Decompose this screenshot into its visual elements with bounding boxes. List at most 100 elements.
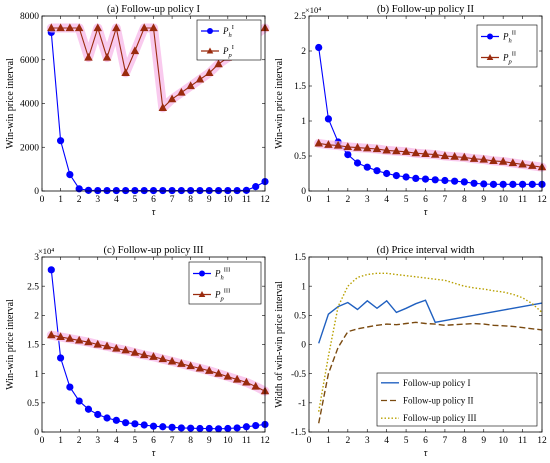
data-point	[103, 186, 111, 195]
data-point	[149, 422, 158, 430]
legend-label: PpI	[222, 44, 234, 59]
data-point	[196, 186, 204, 195]
data-point	[252, 183, 260, 191]
chart-title: (b) Follow-up policy II	[377, 4, 475, 15]
data-point	[159, 423, 167, 431]
x-tick-label: 9	[481, 436, 486, 446]
data-point	[224, 186, 232, 195]
data-point	[233, 424, 241, 432]
data-point	[196, 424, 204, 433]
legend-marker	[198, 291, 206, 297]
x-tick-label: 1	[326, 436, 331, 446]
data-point	[93, 339, 102, 348]
data-point	[214, 186, 223, 195]
y-tick-label: 2	[34, 312, 39, 322]
series-line-1	[318, 299, 543, 344]
x-tick-label: 0	[307, 195, 312, 205]
y-tick-label: 1.5	[27, 341, 39, 351]
x-tick-label: 9	[481, 195, 486, 205]
data-point	[498, 156, 508, 165]
data-point	[479, 154, 488, 163]
x-tick-label: 1	[58, 195, 63, 205]
data-point	[159, 186, 167, 195]
x-tick-label: 12	[537, 195, 547, 205]
data-point	[112, 416, 120, 424]
series-line-2	[318, 321, 543, 424]
data-point	[177, 87, 186, 96]
x-tick-label: 10	[223, 436, 233, 446]
data-point	[509, 180, 517, 188]
data-point	[75, 185, 83, 193]
data-point	[232, 374, 242, 383]
data-point	[440, 151, 450, 160]
data-point	[140, 186, 148, 195]
chart-title: (d) Price interval width	[377, 245, 475, 256]
y-tick-label: 3	[34, 253, 39, 263]
data-point	[74, 335, 84, 344]
data-point	[324, 140, 333, 148]
data-point	[56, 23, 65, 32]
chart-panel-2: (b) Follow-up policy II Win-win price int…	[274, 4, 547, 218]
y-axis-exponent: ×10⁴	[305, 5, 321, 15]
x-tick-label: 1	[58, 436, 63, 446]
legend: PhI PpI	[196, 19, 262, 61]
data-point	[186, 81, 195, 90]
x-tick-label: 6	[423, 195, 428, 205]
data-point	[469, 154, 479, 162]
y-axis-exponent: ×10⁴	[38, 246, 54, 256]
data-point	[411, 148, 421, 157]
x-tick-label: 7	[443, 436, 448, 446]
data-point	[112, 186, 120, 195]
data-point	[363, 163, 371, 171]
data-point	[186, 361, 195, 370]
data-point	[177, 186, 185, 195]
data-point	[47, 23, 56, 32]
x-tick-label: 3	[365, 195, 370, 205]
legend-label: Follow-up policy I	[403, 378, 471, 388]
data-point	[242, 186, 251, 194]
data-point	[149, 186, 158, 195]
y-tick-label: 2.5	[294, 12, 306, 22]
data-point	[205, 366, 214, 374]
data-point	[167, 356, 177, 365]
data-point	[177, 424, 185, 432]
y-tick-label: 0.5	[294, 312, 306, 322]
x-tick-label: 0	[40, 195, 45, 205]
x-axis-label: τ	[424, 207, 428, 218]
x-tick-label: 2	[77, 195, 82, 205]
x-tick-label: 0	[307, 436, 312, 446]
data-point	[167, 94, 177, 103]
data-point	[65, 23, 75, 32]
data-point	[84, 405, 93, 413]
plot-frame	[308, 256, 543, 433]
data-point	[177, 359, 186, 367]
data-point	[56, 354, 65, 362]
data-point	[470, 179, 478, 187]
data-point	[56, 332, 65, 341]
data-point	[112, 343, 121, 352]
x-tick-label: 8	[462, 436, 467, 446]
data-point	[139, 350, 149, 359]
data-point	[499, 180, 507, 188]
x-tick-label: 12	[260, 195, 270, 205]
x-tick-label: 11	[242, 436, 251, 446]
y-tick-label: 0	[34, 187, 39, 197]
data-point	[149, 352, 158, 360]
plot-frame	[41, 256, 266, 433]
x-tick-label: 5	[133, 195, 138, 205]
data-point	[383, 169, 391, 178]
chart-panel-1: (a) Follow-up policy I Win-win price inte…	[5, 4, 270, 218]
data-point	[450, 152, 459, 160]
data-point	[205, 186, 213, 195]
legend-label: PhI	[222, 24, 234, 39]
y-tick-label: 0	[301, 187, 306, 197]
data-point	[314, 138, 323, 147]
data-point	[373, 167, 381, 175]
x-tick-label: 6	[423, 436, 428, 446]
data-point	[168, 423, 176, 431]
data-point	[205, 424, 213, 433]
x-tick-label: 5	[404, 195, 409, 205]
y-tick-label: -1.5	[291, 428, 306, 438]
data-point	[214, 425, 223, 433]
data-point	[430, 149, 440, 158]
